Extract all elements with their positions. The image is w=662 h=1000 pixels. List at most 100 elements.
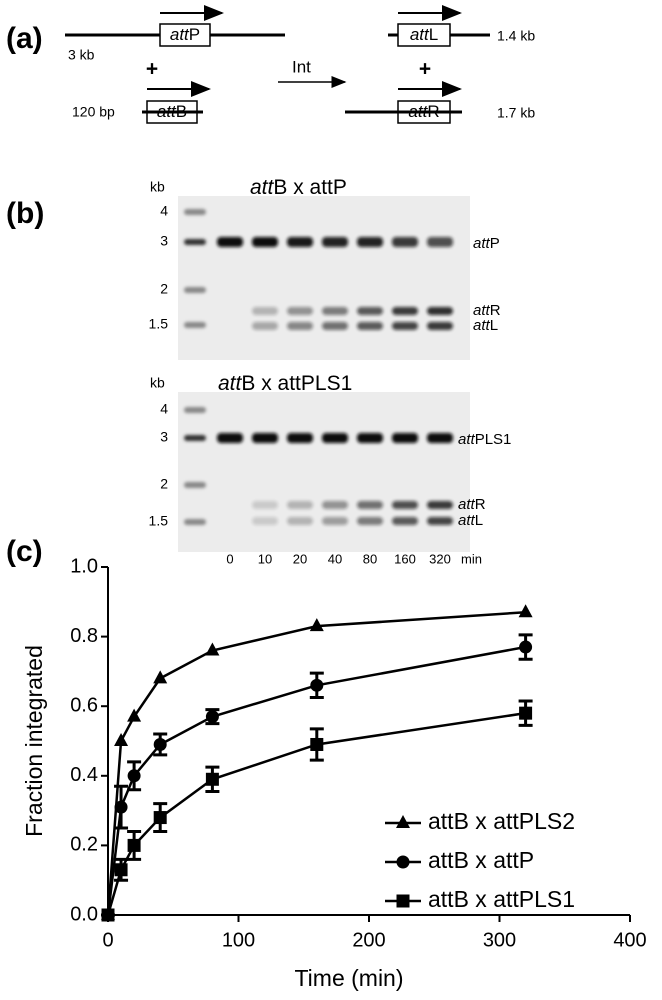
enzyme-label: Int	[292, 57, 311, 76]
gel-band	[427, 307, 453, 315]
gel-band	[252, 501, 278, 509]
y-axis-label: Fraction integrated	[21, 645, 47, 837]
legend-label: attB x attPLS2	[428, 808, 575, 834]
gel-band	[427, 517, 453, 525]
gel-band	[287, 322, 313, 330]
x-tick-label: 100	[222, 929, 255, 951]
plus: +	[146, 58, 158, 81]
gel-band	[427, 501, 453, 509]
x-axis-label: Time (min)	[294, 965, 403, 991]
data-point	[127, 838, 141, 852]
data-point	[519, 706, 533, 720]
band-label: attP	[473, 235, 500, 252]
gel-band	[252, 237, 278, 247]
gel-band	[392, 307, 418, 315]
data-point	[519, 640, 533, 654]
unit-label: kb	[150, 375, 165, 391]
data-point	[518, 604, 533, 618]
data-point	[101, 908, 115, 922]
data-point	[153, 737, 167, 751]
band-label: attR	[458, 496, 486, 513]
gel-band	[217, 237, 243, 247]
lane-label: 10	[258, 551, 272, 566]
band-label: attL	[458, 512, 483, 529]
panel-label: (a)	[6, 22, 43, 55]
gel-band	[322, 307, 348, 315]
gel-band	[392, 322, 418, 330]
panel-label: (b)	[6, 197, 44, 230]
site-box	[146, 100, 198, 124]
gel-band	[357, 433, 383, 443]
data-point	[114, 863, 128, 877]
marker-label: 2	[160, 281, 168, 297]
gel-band	[322, 322, 348, 330]
panel-a: (a) attP 3 kb + attB 120 bp Int attL 1.4…	[6, 5, 535, 124]
site-label: attB	[157, 102, 187, 121]
marker-label: 3	[160, 233, 168, 249]
ladder-band	[184, 287, 206, 293]
data-point	[205, 642, 220, 656]
size-label: 120 bp	[72, 104, 115, 120]
site-label: attR	[408, 102, 439, 121]
legend-label: attB x attPLS1	[428, 886, 575, 912]
site-label: attL	[410, 25, 438, 44]
gel-band	[252, 517, 278, 525]
marker-label: 4	[160, 401, 168, 417]
gel	[178, 392, 470, 552]
gel-band	[357, 307, 383, 315]
legend-label: attB x attP	[428, 847, 534, 873]
gel-band	[287, 307, 313, 315]
ladder-band	[184, 239, 206, 245]
gel-band	[217, 433, 243, 443]
gel-band	[252, 433, 278, 443]
panel-c: 0.0 0.2 0.4 0.6 0.8 1.0 0 100 200 300 400 Time (min…	[21, 555, 647, 991]
data-point	[127, 708, 142, 722]
ladder-band	[184, 519, 206, 525]
y-tick-label: 0.2	[70, 834, 98, 856]
marker-label: 3	[160, 429, 168, 445]
gel-band	[392, 501, 418, 509]
data-point	[205, 710, 219, 724]
gel-band	[252, 322, 278, 330]
ladder-band	[184, 482, 206, 488]
y-tick-label: 0.0	[70, 903, 98, 925]
data-point	[114, 800, 128, 814]
gel-title: attB x attPLS1	[218, 372, 352, 395]
size-label: 3 kb	[68, 47, 95, 63]
site-box	[397, 23, 451, 47]
lane-label: 20	[293, 551, 307, 566]
y-tick-label: 0.8	[70, 625, 98, 647]
ladder-band	[184, 209, 206, 215]
marker-label: 1.5	[149, 513, 169, 529]
gel-band	[322, 517, 348, 525]
ladder-band	[184, 435, 206, 441]
marker-label: 1.5	[149, 316, 169, 332]
gel-band	[357, 501, 383, 509]
gel-band	[322, 237, 348, 247]
gel	[178, 196, 470, 360]
marker-label: 4	[160, 203, 168, 219]
gel-band	[287, 433, 313, 443]
data-point	[310, 678, 324, 692]
lane-label: 80	[363, 551, 377, 566]
gel-band	[392, 433, 418, 443]
gel-band	[357, 517, 383, 525]
y-tick-label: 0.6	[70, 694, 98, 716]
ladder-band	[184, 322, 206, 328]
unit-label: kb	[150, 179, 165, 195]
gel-band	[427, 237, 453, 247]
data-point	[310, 737, 324, 751]
data-point	[153, 811, 167, 825]
lane-label: 160	[394, 551, 416, 566]
band-label: attL	[473, 317, 498, 334]
band-label: attPLS1	[458, 431, 511, 448]
x-tick-label: 400	[613, 929, 646, 951]
lane-label: 0	[226, 551, 233, 566]
gel-band	[427, 433, 453, 443]
data-point	[153, 670, 168, 684]
site-box	[397, 100, 451, 124]
plus: +	[419, 58, 431, 81]
gel-title: attB x attP	[250, 176, 347, 199]
band-label: attR	[473, 302, 501, 319]
